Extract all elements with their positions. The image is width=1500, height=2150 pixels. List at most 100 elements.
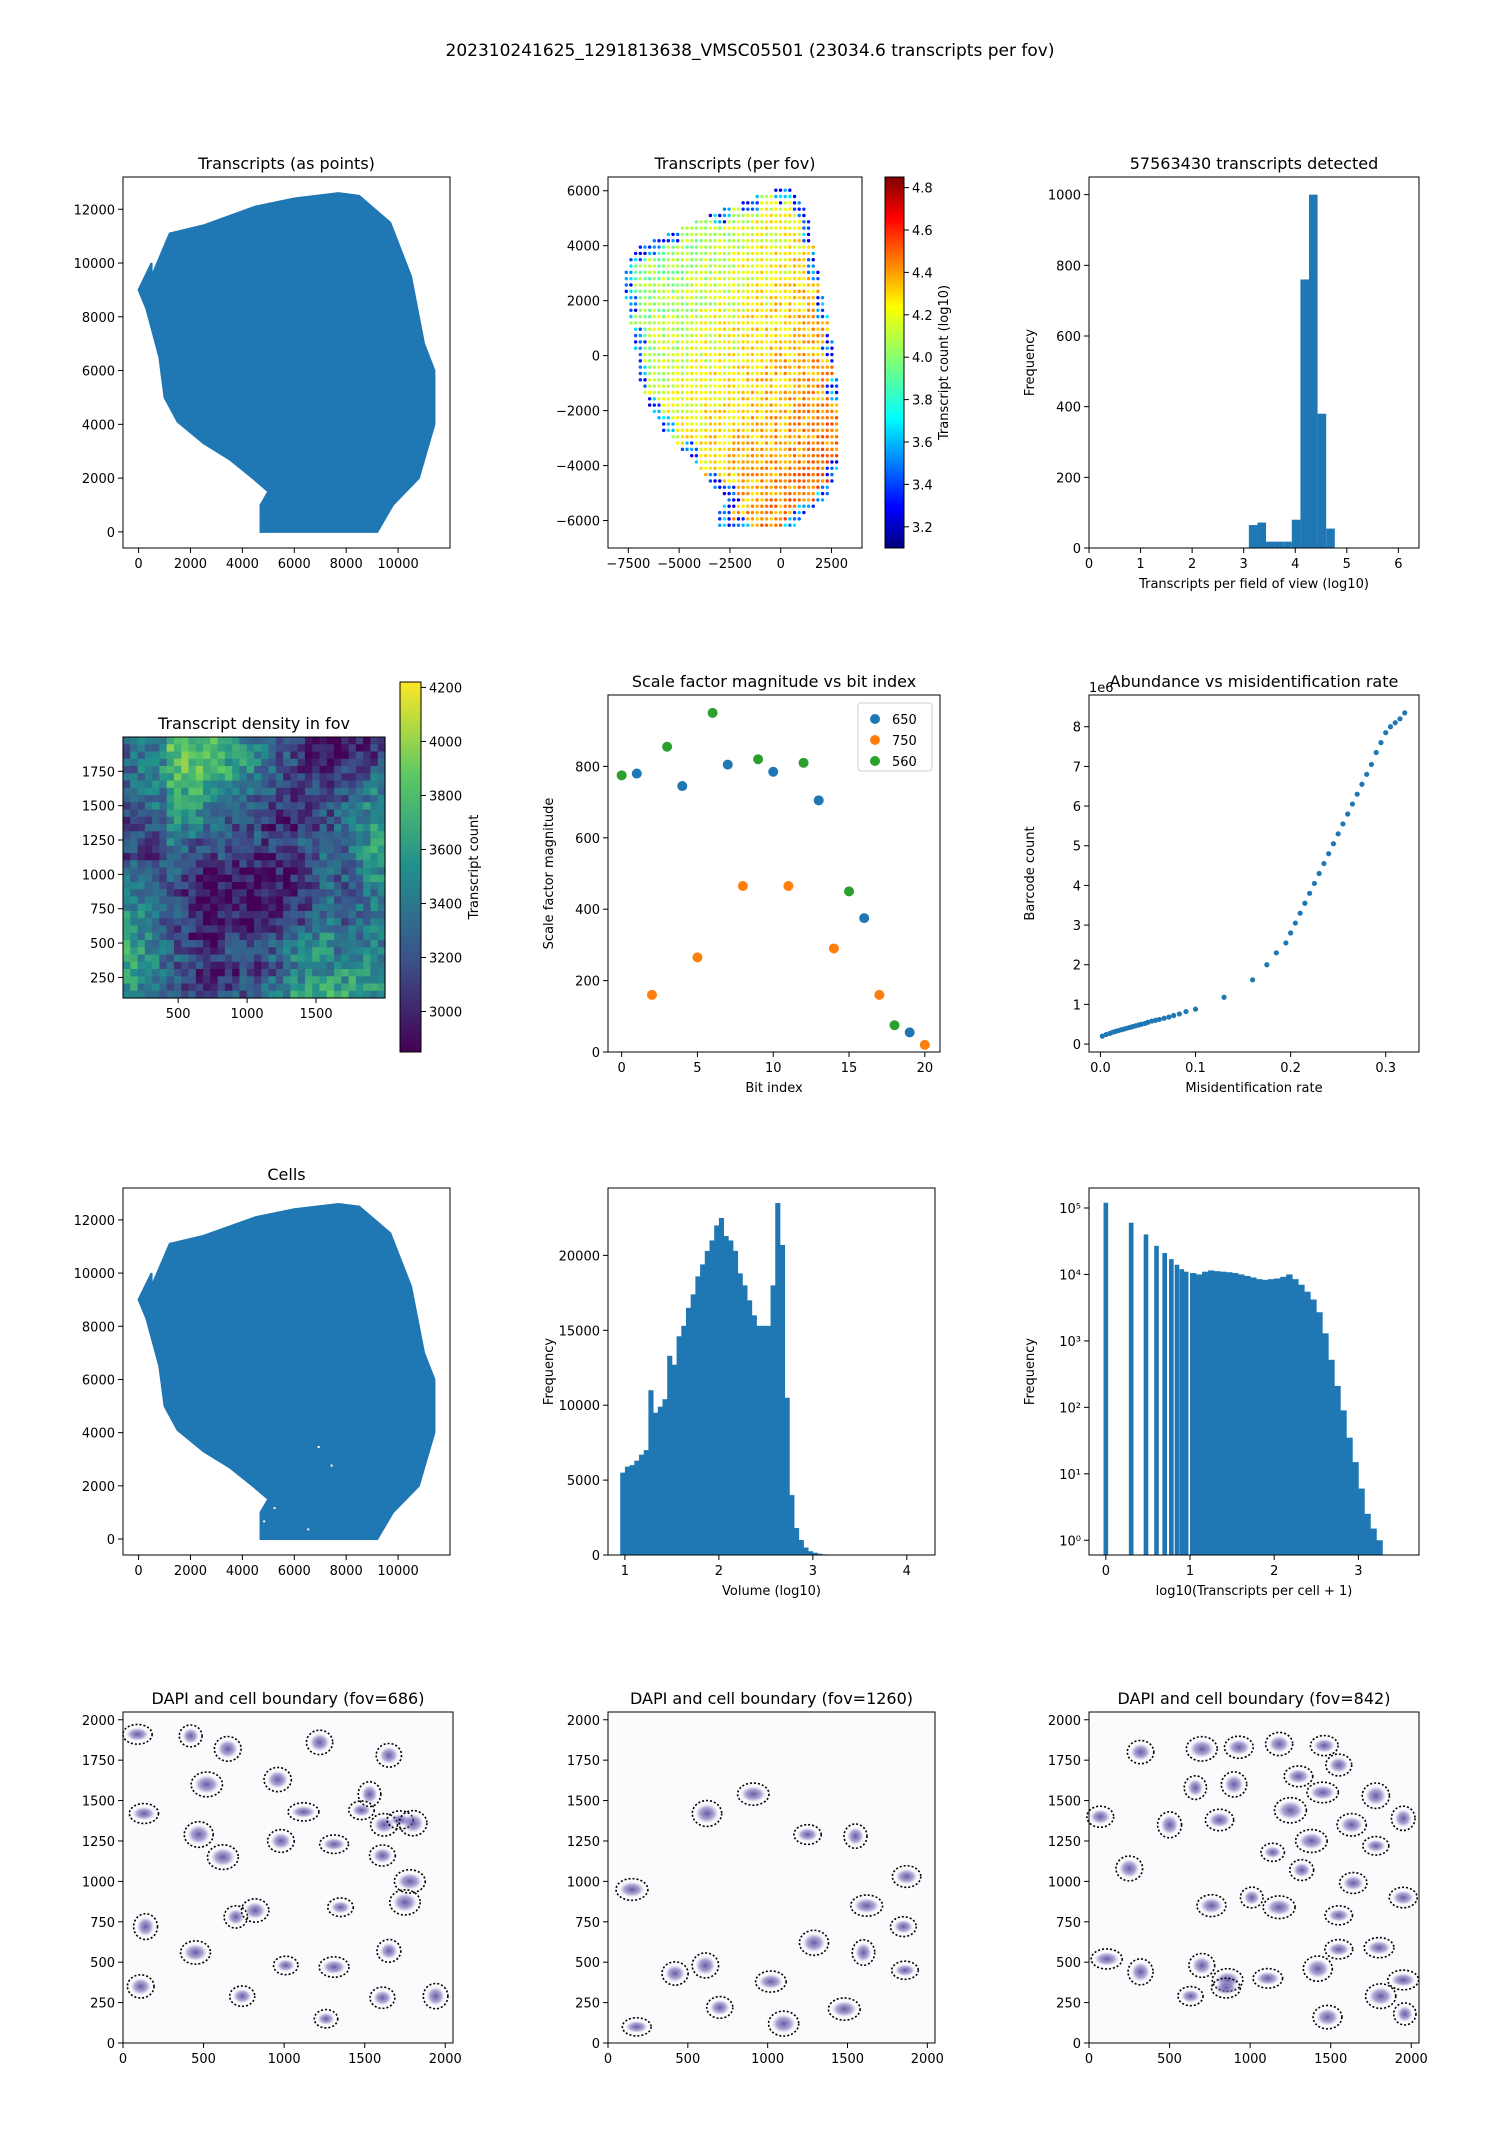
density-cell [173,925,182,934]
fov-point [713,378,717,382]
density-cell [123,773,131,782]
fov-point [736,245,741,249]
density-cell [334,961,342,970]
fov-point [802,251,806,256]
density-cell [355,860,364,869]
fov-point [690,226,694,230]
fov-point [834,409,839,414]
fov-point [792,194,797,199]
fov-point [764,232,769,237]
fov-point [783,333,787,338]
fov-point [713,472,717,477]
fov-point [727,352,731,357]
density-cell [152,889,160,898]
fov-point [699,397,703,401]
density-cell [319,780,328,789]
fov-point [694,371,699,376]
fov-point [788,258,792,262]
fov-point [680,226,685,230]
fov-point [713,441,717,445]
density-cell [210,954,219,963]
fov-point [694,302,699,306]
axes-frame [607,694,941,1053]
density-cell [363,889,372,898]
dapi-nucleus [1368,1986,1393,2006]
density-cell [304,932,313,941]
dapi-nucleus [373,1816,395,1834]
density-cell [152,809,160,818]
fov-point [680,447,685,452]
density-cell [254,976,262,985]
density-cell [130,766,139,774]
fov-point [694,352,699,357]
fov-point [699,416,703,420]
fov-point [685,346,689,350]
fov-point [666,239,671,243]
dapi-nucleus [894,1964,916,1977]
fov-point [685,447,689,452]
density-cell [334,911,342,919]
fov-point [750,384,755,388]
fov-point [764,378,769,382]
density-cell [188,954,197,963]
fov-point [816,340,820,344]
density-cell [297,903,306,912]
histogram-bar [1174,1264,1180,1555]
fov-point [774,264,778,268]
fov-point [797,510,801,515]
fov-point [736,359,741,363]
density-cell [123,903,131,912]
fov-point [769,472,773,477]
fov-point [755,359,759,363]
fov-point [699,295,703,300]
fov-point [647,378,652,382]
fov-point [830,378,834,382]
barcode-point [1192,1006,1199,1012]
histogram-bar [1169,1259,1174,1555]
fov-point [806,409,811,414]
x-tick-label: 0 [1085,557,1093,572]
fov-point [746,397,750,401]
density-cell [232,824,241,832]
histogram-bar [761,1325,767,1555]
density-cell [275,990,284,999]
fov-point [708,314,713,319]
fov-point [760,359,764,363]
density-cell [370,889,379,898]
density-cell [159,961,168,970]
density-cell [239,874,248,883]
dapi-nucleus [665,1964,686,1983]
fov-point [652,264,657,268]
fov-point [704,232,708,237]
fov-point [806,472,811,477]
histogram-bar [817,1553,823,1555]
fov-point [811,384,815,388]
fov-point [764,479,769,483]
density-cell [355,932,364,941]
density-cell [159,802,168,811]
colorbar-tick-label: 3600 [429,843,462,858]
fov-point [718,390,722,395]
y-tick-label: −4000 [556,460,600,475]
fov-point [806,416,811,420]
fov-point [769,365,773,369]
fov-point [713,435,717,439]
fov-point [694,321,699,325]
fov-point [732,390,736,395]
fov-point [732,302,736,306]
density-cell [304,918,313,927]
fov-point [652,340,657,344]
fov-point [680,371,685,376]
fov-point [647,270,652,275]
y-tick-label: 400 [1056,401,1081,416]
fov-point [778,378,783,382]
fov-point [783,270,787,275]
fov-point [661,371,666,376]
fov-point [699,321,703,325]
y-tick-label: 250 [90,1997,115,2012]
density-cell [130,824,139,832]
density-cell [239,954,248,963]
fov-point [802,422,806,426]
fov-point [736,314,741,319]
